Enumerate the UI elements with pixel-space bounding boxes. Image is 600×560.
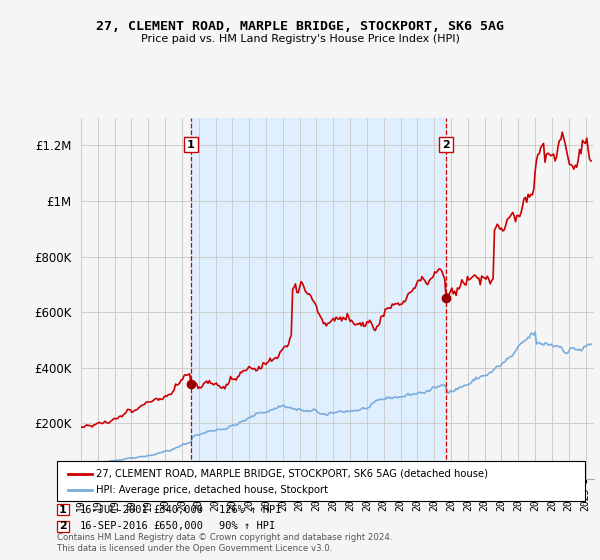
Bar [191, 118, 446, 479]
Text: 126% ↑ HPI: 126% ↑ HPI [219, 505, 281, 515]
Text: 27, CLEMENT ROAD, MARPLE BRIDGE, STOCKPORT, SK6 5AG: 27, CLEMENT ROAD, MARPLE BRIDGE, STOCKPO… [96, 20, 504, 32]
Text: HPI: Average price, detached house, Stockport: HPI: Average price, detached house, Stoc… [96, 485, 328, 495]
Text: Contains HM Land Registry data © Crown copyright and database right 2024.
This d: Contains HM Land Registry data © Crown c… [57, 533, 392, 553]
Text: 16-JUL-2001: 16-JUL-2001 [80, 505, 149, 515]
Text: Price paid vs. HM Land Registry's House Price Index (HPI): Price paid vs. HM Land Registry's House … [140, 34, 460, 44]
Text: £650,000: £650,000 [153, 521, 203, 531]
Text: £340,000: £340,000 [153, 505, 203, 515]
Text: 2: 2 [59, 521, 67, 531]
Text: 16-SEP-2016: 16-SEP-2016 [80, 521, 149, 531]
Text: 1: 1 [59, 505, 67, 515]
Text: 27, CLEMENT ROAD, MARPLE BRIDGE, STOCKPORT, SK6 5AG (detached house): 27, CLEMENT ROAD, MARPLE BRIDGE, STOCKPO… [96, 469, 488, 479]
Text: 2: 2 [442, 139, 450, 150]
Text: 90% ↑ HPI: 90% ↑ HPI [219, 521, 275, 531]
Text: 1: 1 [187, 139, 195, 150]
